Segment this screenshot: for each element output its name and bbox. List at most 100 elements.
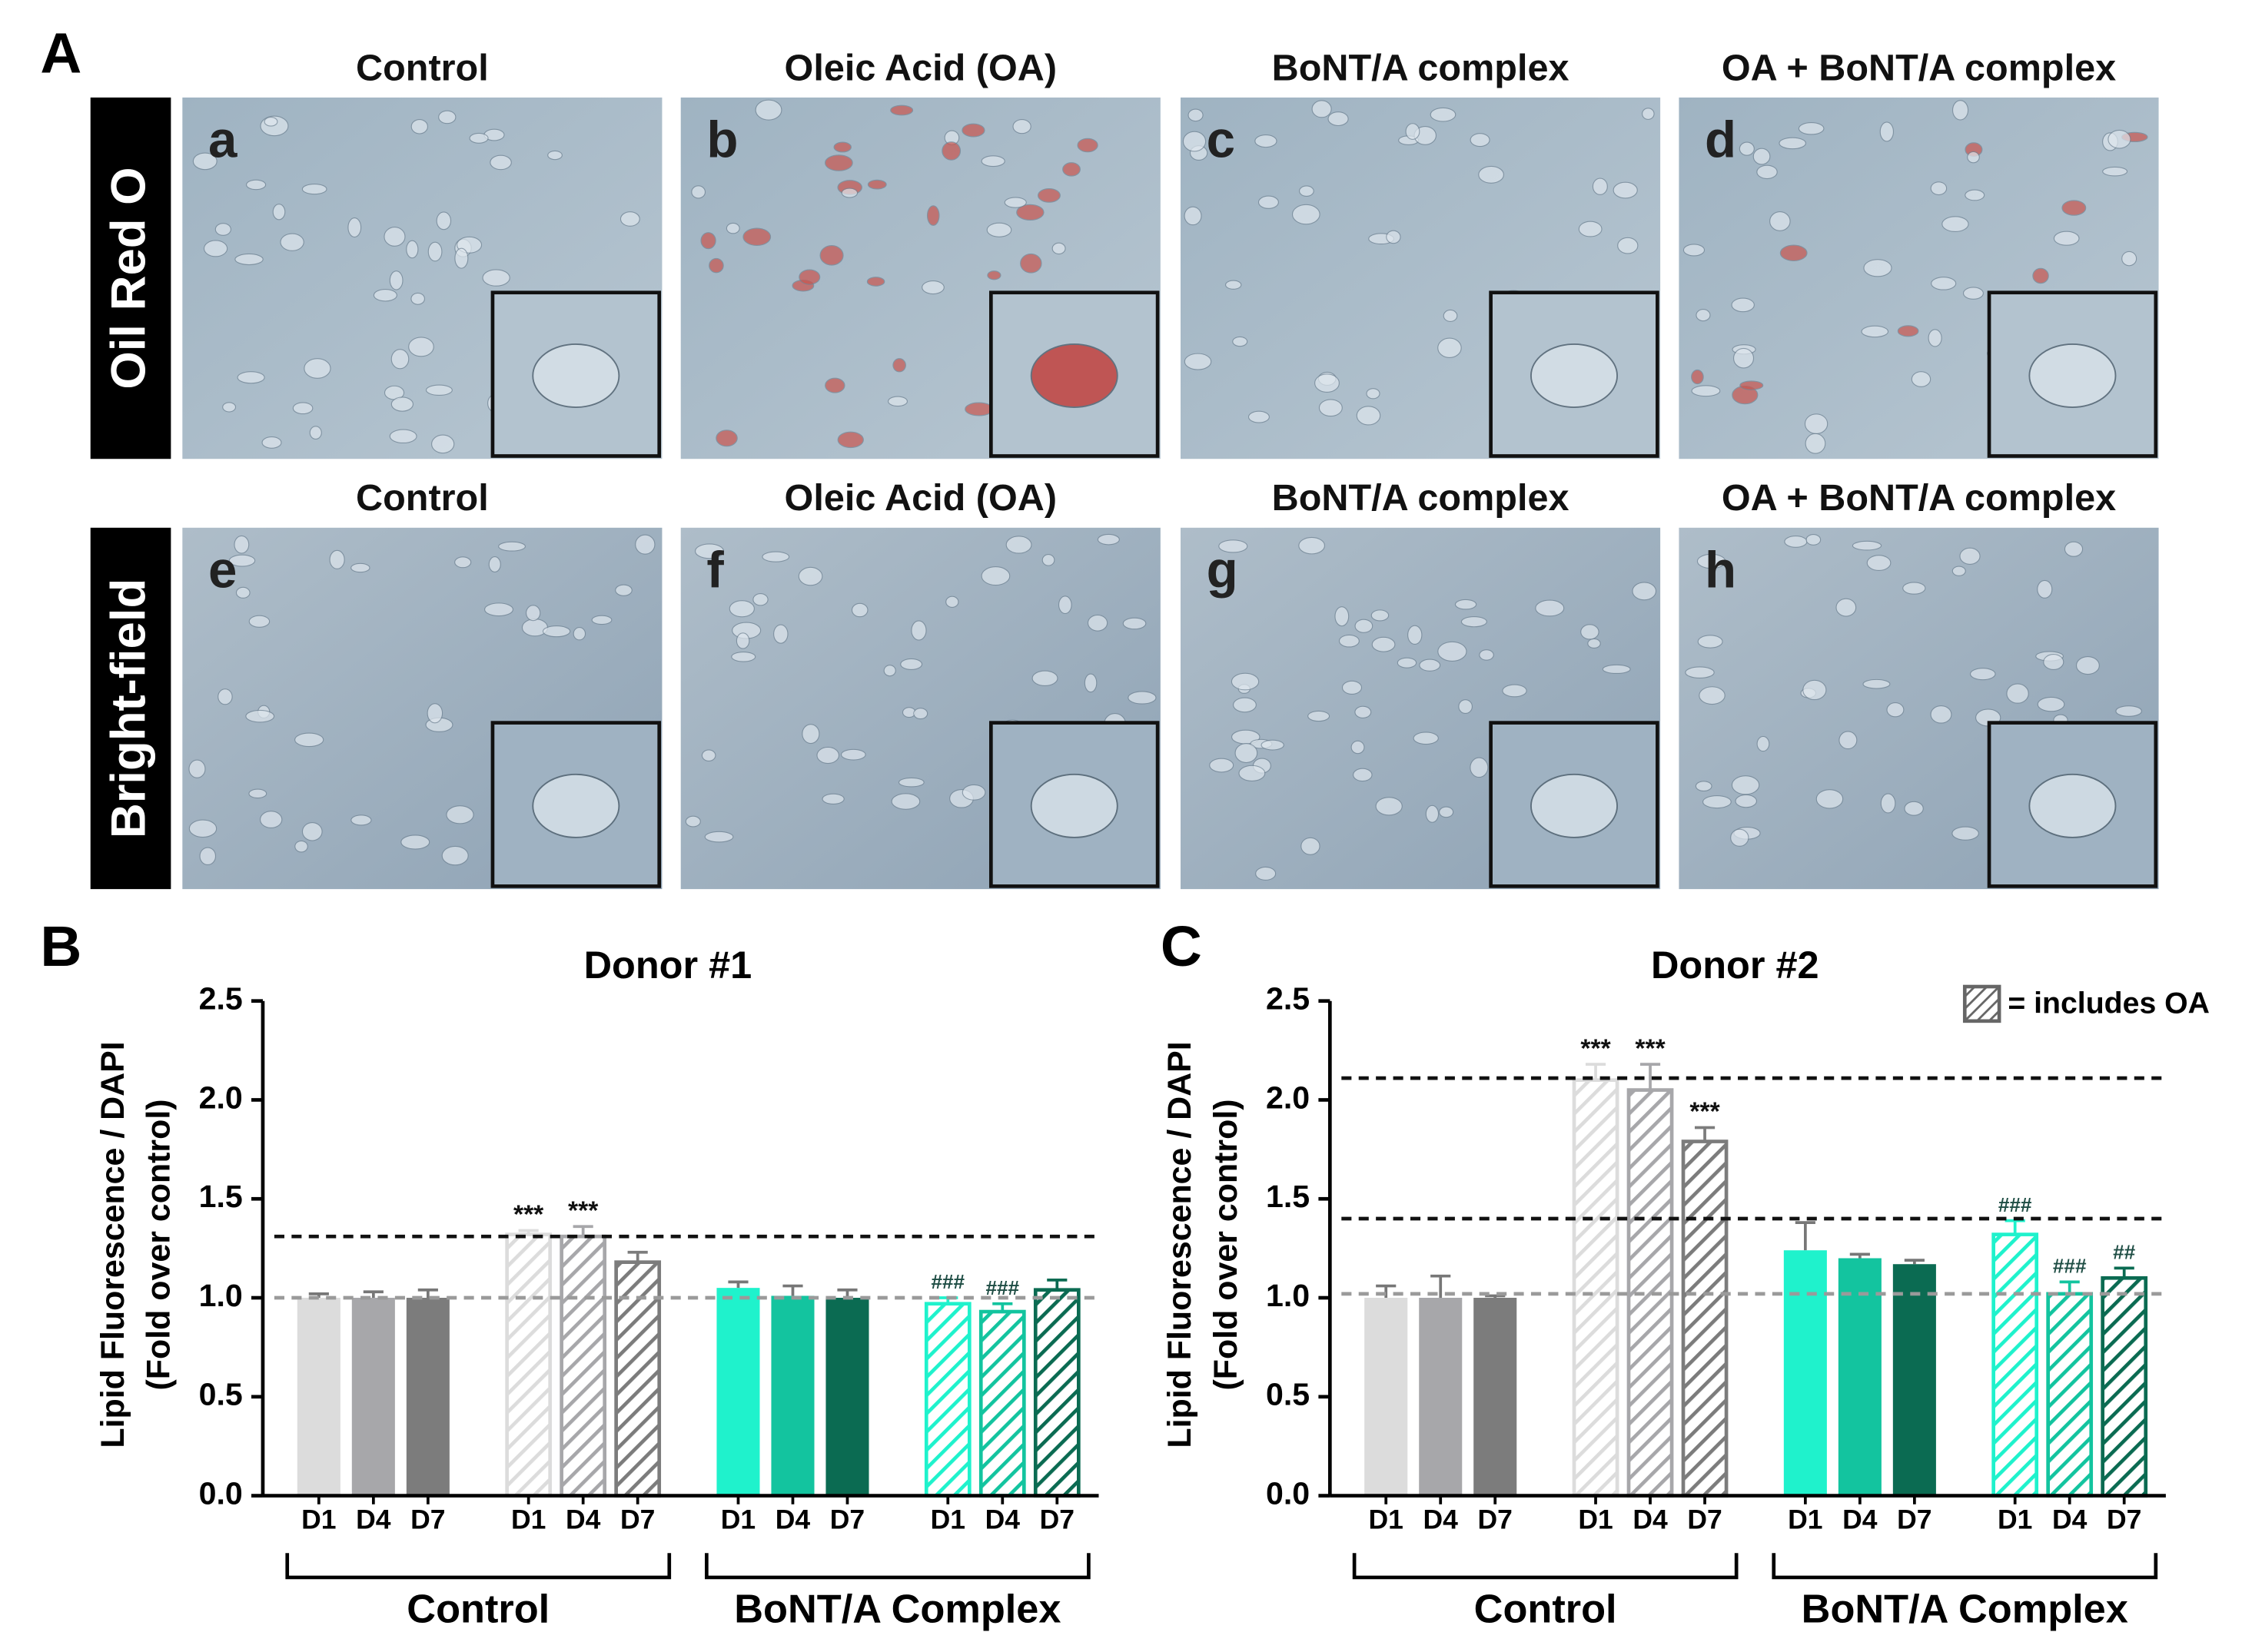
bar (1626, 1088, 1674, 1498)
bar (978, 1309, 1026, 1498)
cell (913, 708, 928, 720)
cell (866, 277, 885, 287)
cell (488, 556, 501, 572)
cell (1311, 100, 1332, 118)
y-tick-label: 0.5 (199, 1377, 243, 1412)
cell (1580, 624, 1599, 640)
inset-cell (532, 773, 620, 838)
cell (454, 247, 469, 269)
bar (2046, 1292, 2094, 1498)
bar (1364, 1298, 1408, 1496)
cell (1502, 684, 1527, 698)
cell (1592, 177, 1608, 195)
cell (816, 746, 840, 765)
cell (1815, 789, 1844, 809)
cell (798, 566, 823, 586)
cell (264, 116, 278, 127)
cell (819, 244, 844, 266)
cell (1300, 837, 1320, 855)
cell (373, 288, 397, 302)
cell (1454, 599, 1477, 610)
group-bracket (1352, 1553, 1739, 1580)
image-letter: e (208, 541, 237, 599)
cell (410, 118, 428, 134)
cell (1470, 133, 1490, 148)
cell (469, 132, 489, 144)
cell (891, 793, 921, 810)
cell (1739, 141, 1755, 156)
cell (1224, 280, 1242, 290)
significance-label: ### (985, 1276, 1019, 1299)
image-title: Oleic Acid (OA) (785, 47, 1057, 88)
legend-label: = includes OA (2008, 987, 2210, 1020)
cell (1756, 164, 1778, 180)
cell (389, 270, 404, 290)
inset-cell (1530, 773, 1619, 838)
cell (799, 269, 821, 285)
cell (591, 615, 613, 625)
cell (1866, 555, 1892, 571)
cell (192, 152, 218, 171)
cell (825, 377, 845, 393)
cell (1012, 118, 1031, 134)
y-axis-label: Lipid Fluorescence / DAPI (1161, 1041, 1198, 1448)
cell (2043, 654, 2064, 670)
cell (1685, 666, 1715, 678)
cell (2064, 541, 2084, 557)
cell (700, 232, 716, 250)
cell (1350, 740, 1365, 755)
x-tick-label: D1 (721, 1504, 756, 1535)
cell (2061, 200, 2087, 216)
image-title: BoNT/A complex (1272, 47, 1569, 88)
cell (1696, 309, 1711, 322)
y-tick-label: 2.5 (1266, 981, 1310, 1017)
image-title: BoNT/A complex (1272, 477, 1569, 519)
cell (726, 222, 740, 234)
cell (1930, 705, 1952, 724)
cell (1291, 204, 1320, 225)
chart-title: Donor #1 (584, 943, 752, 987)
cell (1232, 336, 1248, 347)
group-bracket (705, 1553, 1091, 1580)
cell (1232, 697, 1257, 713)
y-tick-label: 0.0 (1266, 1475, 1310, 1511)
inset-cell (1030, 773, 1118, 838)
cell (234, 535, 250, 554)
cell (1307, 710, 1330, 722)
cell (888, 396, 908, 407)
cell (1602, 664, 1631, 675)
x-tick-label: D7 (1687, 1504, 1722, 1535)
image-title: Control (356, 477, 489, 519)
cell (1231, 672, 1260, 691)
cell (294, 732, 324, 748)
cell (2032, 267, 2049, 284)
cell (329, 549, 345, 569)
x-tick-label: D4 (985, 1504, 1021, 1535)
significance-label: *** (513, 1201, 544, 1229)
cell (1314, 373, 1340, 393)
cell (1184, 206, 1202, 226)
x-tick-label: D1 (511, 1504, 546, 1535)
panel-label: B (40, 914, 81, 978)
cell (1062, 162, 1081, 177)
cell (1397, 657, 1417, 668)
cell (1951, 826, 1979, 841)
cell (1535, 599, 1565, 617)
y-axis-label: (Fold over control) (1207, 1099, 1244, 1390)
x-tick-label: D4 (566, 1504, 601, 1535)
cell (1341, 680, 1363, 695)
cell (400, 834, 430, 850)
cell (1470, 757, 1489, 778)
cell (1386, 230, 1401, 244)
cell (259, 811, 283, 829)
cell (301, 822, 323, 841)
cell (1769, 211, 1791, 231)
cell (773, 624, 789, 644)
cell (482, 269, 510, 287)
image-letter: d (1705, 111, 1736, 168)
significance-label: ### (2053, 1255, 2087, 1278)
cell (272, 204, 286, 221)
y-tick-label: 1.0 (199, 1278, 243, 1313)
x-tick-label: D1 (1788, 1504, 1822, 1535)
